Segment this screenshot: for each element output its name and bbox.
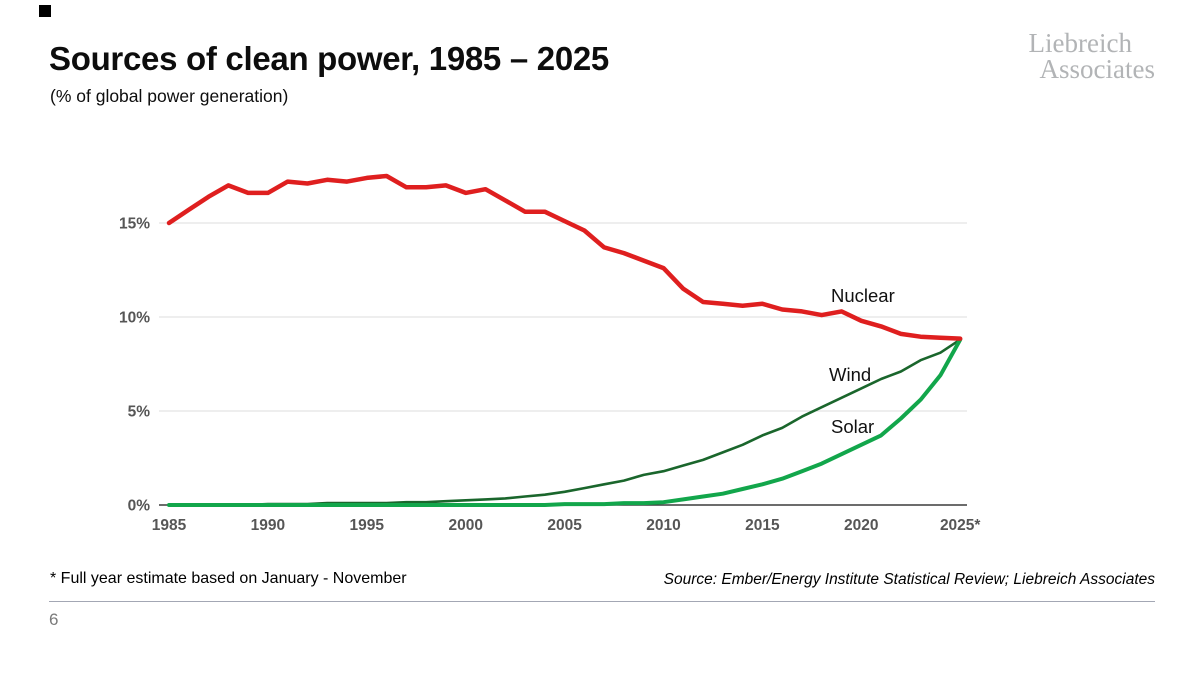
y-tick-label-10%: 10% bbox=[119, 310, 150, 327]
y-tick-label-5%: 5% bbox=[128, 404, 151, 421]
series-line-nuclear bbox=[166, 173, 963, 341]
x-tick-label-1995: 1995 bbox=[350, 517, 385, 534]
x-tick-label-2010: 2010 bbox=[646, 517, 680, 534]
footer-divider bbox=[49, 601, 1155, 602]
logo-line-1: Liebreich bbox=[1028, 28, 1132, 58]
y-tick-label-0%: 0% bbox=[128, 498, 151, 515]
page-subtitle: (% of global power generation) bbox=[50, 86, 289, 106]
series-line-solar bbox=[167, 337, 963, 507]
page-title: Sources of clean power, 1985 – 2025 bbox=[49, 40, 609, 77]
x-tick-label-2020: 2020 bbox=[844, 517, 878, 534]
liebreich-associates-logo: Liebreich Associates bbox=[1028, 28, 1155, 84]
x-tick-label-2000: 2000 bbox=[448, 517, 482, 534]
x-tick-label-2025*: 2025* bbox=[940, 517, 981, 534]
x-tick-label-1990: 1990 bbox=[251, 517, 285, 534]
slide-marker-square bbox=[39, 5, 51, 17]
series-label-solar: Solar bbox=[831, 416, 874, 437]
source-text: Source: Ember/Energy Institute Statistic… bbox=[663, 571, 1155, 588]
x-tick-label-1985: 1985 bbox=[152, 517, 187, 534]
x-tick-label-2005: 2005 bbox=[547, 517, 582, 534]
y-tick-label-15%: 15% bbox=[119, 216, 150, 233]
x-tick-label-2015: 2015 bbox=[745, 517, 780, 534]
page-number: 6 bbox=[49, 610, 59, 629]
series-label-nuclear: Nuclear bbox=[831, 285, 895, 306]
logo-line-2: Associates bbox=[1039, 54, 1155, 84]
footnote: * Full year estimate based on January - … bbox=[50, 570, 407, 587]
series-label-wind: Wind bbox=[829, 364, 871, 385]
